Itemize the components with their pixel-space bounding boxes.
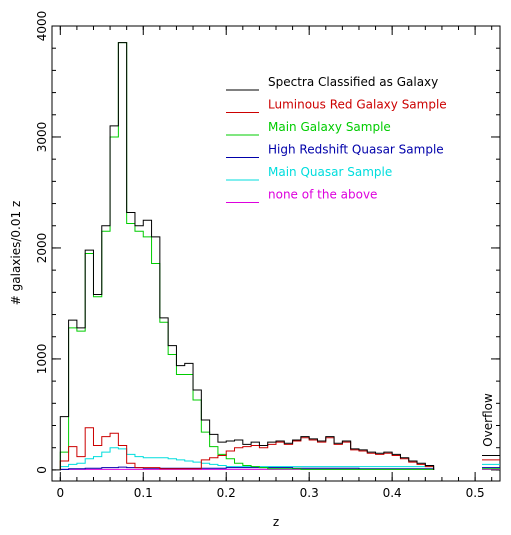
legend-label: Main Galaxy Sample [268, 120, 391, 134]
x-tick-label: 0.4 [383, 486, 402, 500]
legend-label: Main Quasar Sample [268, 165, 392, 179]
x-tick-label: 0.3 [300, 486, 319, 500]
x-tick-label: 0 [56, 486, 64, 500]
histogram-series-line [59, 466, 435, 470]
y-tick-label: 4000 [35, 11, 49, 42]
legend-label: none of the above [268, 188, 377, 202]
legend-label: Luminous Red Galaxy Sample [268, 98, 447, 112]
histogram-series-line [59, 42, 435, 470]
axis-tick-labels: 0 0.1 0.2 0.3 0.4 0.5 0 1000 2000 3000 4000 [35, 11, 485, 500]
x-tick-label: 0.1 [134, 486, 153, 500]
y-axis-label: # galaxies/0.01 z [9, 201, 23, 305]
overflow-label: Overflow [481, 393, 495, 447]
y-tick-label: 0 [35, 466, 49, 474]
axis-ticks [52, 25, 500, 481]
overflow-markers [482, 454, 500, 470]
y-tick-label: 2000 [35, 233, 49, 264]
x-tick-label: 0.2 [217, 486, 236, 500]
legend-label: Spectra Classified as Galaxy [268, 75, 438, 89]
x-tick-label: 0.5 [466, 486, 485, 500]
histogram-series-line [59, 447, 435, 470]
legend-label: High Redshift Quasar Sample [268, 143, 444, 157]
legend: Spectra Classified as Galaxy Luminous Red… [226, 75, 447, 203]
histogram-series [59, 42, 435, 470]
histogram-series-line [59, 42, 435, 470]
x-axis-label: z [273, 515, 279, 529]
y-tick-label: 1000 [35, 344, 49, 375]
plot-frame [51, 25, 501, 482]
histogram-series-line [59, 427, 435, 470]
y-tick-label: 3000 [35, 122, 49, 153]
